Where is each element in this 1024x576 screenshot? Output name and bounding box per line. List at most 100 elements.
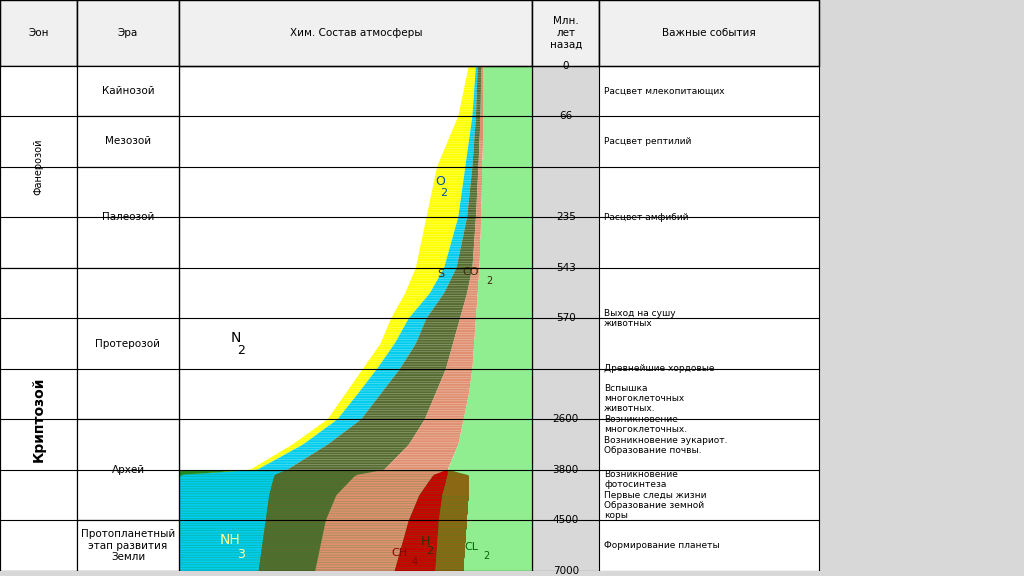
Polygon shape [261,552,319,554]
Polygon shape [475,120,480,122]
Polygon shape [472,268,479,270]
Polygon shape [459,442,532,444]
Polygon shape [477,88,481,89]
Polygon shape [477,76,481,78]
Polygon shape [468,71,475,73]
Polygon shape [481,73,483,74]
Polygon shape [321,448,406,449]
Polygon shape [473,160,478,162]
Polygon shape [403,326,423,328]
Bar [0,268,77,571]
Polygon shape [439,160,466,162]
Polygon shape [318,552,400,554]
Polygon shape [463,94,474,96]
Polygon shape [417,339,455,341]
Polygon shape [477,192,481,194]
Polygon shape [469,491,532,493]
Polygon shape [290,444,303,446]
Polygon shape [441,503,468,505]
Polygon shape [322,422,334,424]
Polygon shape [460,248,474,250]
Polygon shape [479,149,483,150]
Polygon shape [319,549,400,551]
Polygon shape [179,522,265,524]
Polygon shape [479,150,482,152]
Text: Протопланетный
этап развития
Земли: Протопланетный этап развития Земли [81,529,175,562]
Polygon shape [440,157,467,158]
Polygon shape [179,485,272,487]
Polygon shape [368,409,429,411]
Polygon shape [479,142,483,143]
Polygon shape [483,73,532,74]
Polygon shape [477,89,481,91]
Polygon shape [475,324,532,326]
Polygon shape [469,480,532,482]
Polygon shape [468,143,474,145]
Polygon shape [473,252,480,253]
Polygon shape [478,279,532,281]
Polygon shape [330,510,413,512]
Bar [179,66,532,571]
Polygon shape [480,243,532,245]
Text: 4: 4 [412,557,418,567]
Polygon shape [379,344,394,346]
Polygon shape [473,360,532,361]
Polygon shape [386,385,439,386]
Polygon shape [179,549,262,551]
Polygon shape [480,258,532,260]
Polygon shape [411,279,438,281]
Polygon shape [477,295,532,297]
Polygon shape [483,79,532,81]
Polygon shape [481,204,532,206]
Polygon shape [415,505,441,507]
Polygon shape [440,512,468,514]
Polygon shape [462,424,532,426]
Polygon shape [473,158,479,160]
Polygon shape [421,243,451,245]
Polygon shape [445,483,469,485]
Polygon shape [403,537,437,539]
Polygon shape [462,240,474,241]
Polygon shape [373,353,388,355]
Polygon shape [469,388,532,390]
Polygon shape [476,115,480,116]
Polygon shape [413,438,460,439]
Polygon shape [445,289,468,290]
Polygon shape [357,375,373,377]
Polygon shape [476,104,480,106]
Polygon shape [483,142,532,143]
Polygon shape [179,547,262,549]
Polygon shape [439,471,447,473]
Polygon shape [460,250,474,252]
Polygon shape [298,439,310,441]
Polygon shape [406,532,438,534]
Polygon shape [476,316,532,317]
Polygon shape [310,438,337,439]
Polygon shape [362,415,426,417]
Polygon shape [428,482,446,483]
Polygon shape [435,564,464,566]
Polygon shape [483,145,532,147]
Polygon shape [179,488,271,490]
Polygon shape [425,221,457,223]
Polygon shape [409,317,427,319]
Polygon shape [315,569,395,571]
Polygon shape [328,442,411,444]
Polygon shape [465,554,532,556]
Polygon shape [465,551,532,552]
Polygon shape [470,192,477,194]
Polygon shape [469,284,478,285]
Polygon shape [179,545,262,547]
Polygon shape [414,346,453,348]
Polygon shape [398,370,445,372]
Polygon shape [483,118,532,120]
Polygon shape [412,439,460,441]
Polygon shape [353,424,422,426]
Polygon shape [437,165,466,167]
Polygon shape [481,96,483,98]
Polygon shape [462,100,473,101]
Polygon shape [421,491,443,493]
Polygon shape [468,505,532,507]
Polygon shape [474,243,480,245]
Polygon shape [470,191,477,192]
